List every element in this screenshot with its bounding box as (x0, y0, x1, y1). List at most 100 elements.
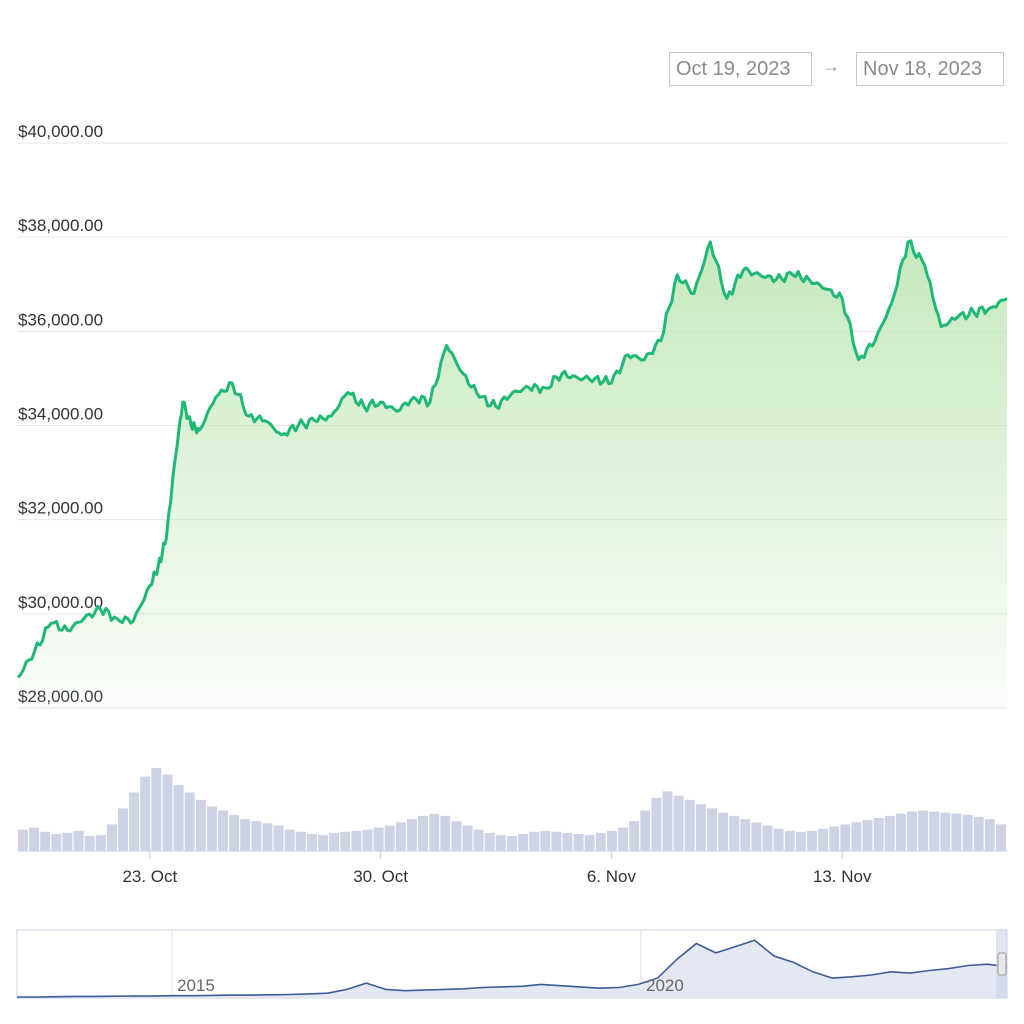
volume-bar (206, 806, 217, 851)
volume-bar (551, 831, 562, 851)
volume-bar (807, 830, 817, 851)
volume-bar (595, 832, 606, 851)
navigator-tick-label: 2015 (177, 976, 215, 995)
volume-bar (362, 829, 373, 851)
volume-bar (395, 822, 406, 851)
volume-bar (18, 829, 28, 851)
volume-bar (662, 791, 673, 851)
volume-bar (784, 830, 795, 851)
volume-bar (506, 836, 517, 851)
volume-bar (406, 819, 417, 851)
y-tick-label: $32,000.00 (18, 499, 103, 518)
volume-bar (929, 811, 940, 851)
volume-bar (884, 815, 895, 851)
navigator-line (17, 939, 1008, 998)
y-tick-label: $40,000.00 (18, 122, 103, 141)
date-range-to-input[interactable]: Nov 18, 2023 (856, 52, 1004, 86)
volume-bar (729, 815, 740, 851)
volume-bar (273, 825, 284, 851)
volume-bar (951, 813, 962, 851)
volume-bar (262, 823, 273, 851)
volume-bar (240, 819, 251, 851)
volume-bar (429, 813, 440, 851)
x-tick-label: 6. Nov (587, 867, 637, 886)
volume-bar (584, 835, 595, 851)
volume-bar (329, 832, 340, 851)
volume-bar (73, 830, 84, 851)
volume-bar (862, 820, 873, 851)
volume-bar (873, 818, 884, 851)
volume-bar (151, 768, 162, 851)
volume-bar (251, 821, 262, 851)
volume-bar (762, 825, 773, 851)
volume-bar (295, 831, 306, 851)
volume-bar (562, 832, 573, 851)
x-tick-label: 30. Oct (353, 867, 408, 886)
y-tick-label: $36,000.00 (18, 310, 103, 329)
navigator-tick-label: 2020 (646, 976, 684, 995)
volume-bar (340, 831, 351, 851)
price-line[interactable] (16, 239, 1008, 679)
volume-bar (51, 834, 62, 851)
volume-bar (318, 835, 328, 851)
volume-bar (351, 830, 362, 851)
volume-bar (384, 825, 395, 851)
volume-bar (818, 828, 829, 851)
volume-bar (229, 814, 240, 851)
volume-bar (95, 835, 106, 851)
date-range-from-input[interactable]: Oct 19, 2023 (669, 52, 812, 86)
navigator-labels: 2015 2020 (177, 976, 684, 995)
volume-bar (84, 836, 95, 851)
volume-bar (640, 810, 651, 851)
volume-bar (829, 826, 840, 851)
volume-bar (740, 819, 751, 851)
volume-bar (62, 832, 73, 851)
volume-bar (751, 822, 762, 851)
volume-bar (473, 829, 484, 851)
navigator-handle[interactable] (997, 952, 1007, 976)
price-area (18, 240, 1007, 709)
volume-bar (795, 831, 806, 851)
volume-bar (540, 830, 551, 851)
volume-bar (629, 821, 640, 851)
volume-bar (218, 810, 228, 851)
volume-bar (618, 827, 629, 851)
volume-bar (129, 792, 140, 851)
y-tick-label: $34,000.00 (18, 405, 103, 424)
volume-bar (895, 813, 906, 851)
volume-bar (484, 832, 495, 851)
volume-bar (462, 825, 473, 851)
volume-bar (118, 808, 128, 851)
volume-bar (140, 776, 151, 851)
range-navigator[interactable]: 2015 2020 (16, 929, 1008, 999)
volume-bar (995, 824, 1006, 851)
volume-bar (529, 831, 540, 851)
volume-bars (18, 768, 1007, 852)
volume-bar (440, 815, 451, 851)
volume-bar (984, 819, 995, 851)
volume-bar (40, 831, 51, 851)
volume-bar (162, 774, 173, 851)
volume-bar (495, 835, 506, 851)
volume-bar (962, 814, 973, 851)
volume-bar (451, 821, 462, 851)
volume-bar (573, 834, 584, 851)
volume-bar (918, 810, 929, 851)
x-tick-label: 13. Nov (813, 867, 872, 886)
volume-bar (607, 830, 617, 851)
volume-bar (284, 829, 295, 851)
volume-bar (707, 808, 717, 851)
volume-bar (651, 797, 662, 851)
volume-bar (518, 834, 529, 851)
y-tick-label: $30,000.00 (18, 593, 103, 612)
x-tick-label: 23. Oct (122, 867, 177, 886)
volume-bar (695, 804, 706, 851)
y-tick-label: $38,000.00 (18, 216, 103, 235)
volume-bar (184, 792, 195, 851)
volume-bar (851, 822, 862, 851)
volume-bar (973, 816, 984, 851)
volume-bar (907, 811, 917, 851)
navigator-area (17, 940, 1007, 997)
x-axis: 23. Oct 30. Oct 6. Nov 13. Nov (122, 851, 872, 886)
